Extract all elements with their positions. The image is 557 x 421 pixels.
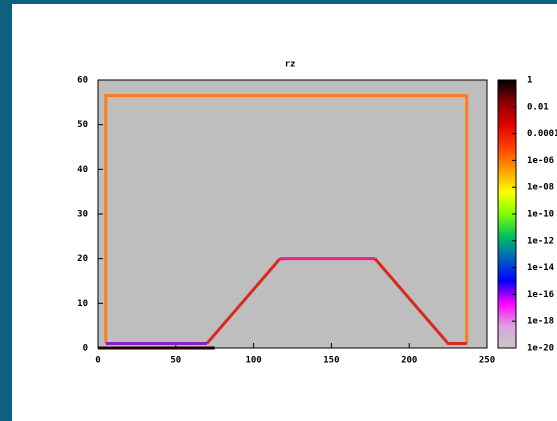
colorbar-tick-label: 1e-18 [527,317,554,327]
x-tick-label: 250 [479,356,495,366]
y-tick-label: 50 [77,120,88,130]
window-border [0,0,557,4]
x-tick-label: 100 [245,356,261,366]
window-border [0,0,12,421]
colorbar-tick-label: 1 [527,76,532,86]
x-tick-label: 50 [170,356,181,366]
colorbar-tick-label: 1e-16 [527,290,554,300]
colorbar-tick-label: 0.01 [527,102,549,112]
y-tick-label: 60 [77,76,88,86]
data-line [104,94,469,344]
y-tick-label: 0 [83,344,88,354]
colorbar-tick-label: 1e-14 [527,263,555,273]
y-tick-label: 30 [77,210,88,220]
chart-title: rz [285,60,296,70]
colorbar-tick-label: 1e-06 [527,156,554,166]
x-tick-label: 0 [95,356,100,366]
y-tick-label: 10 [77,299,88,309]
data-line [373,257,467,346]
colorbar-tick-label: 0.0001 [527,129,557,139]
y-tick-label: 40 [77,165,88,175]
y-tick-label: 20 [77,254,88,264]
x-tick-label: 150 [323,356,339,366]
colorbar-tick-label: 1e-12 [527,236,554,246]
x-tick-label: 200 [401,356,417,366]
colorbar-tick-label: 1e-10 [527,210,554,220]
data-line [205,257,282,345]
plot-area [97,79,488,349]
colorbar-tick-label: 1e-20 [527,344,554,354]
colorbar-tick-label: 1e-08 [527,183,554,193]
